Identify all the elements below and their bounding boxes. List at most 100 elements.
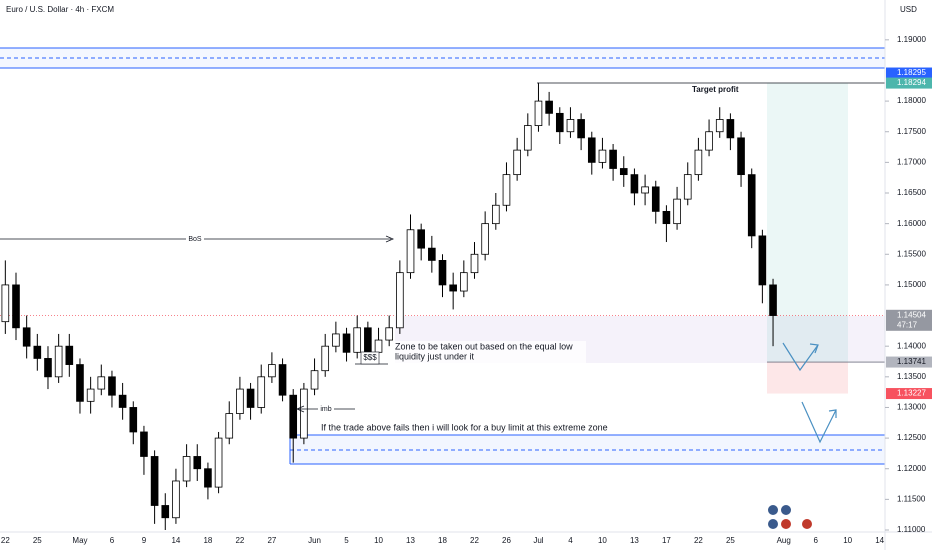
candle-body [172,480,180,519]
candle-body [12,284,20,329]
x-tick-label: 10 [843,536,852,545]
candle-body [182,456,191,482]
imb-label: imb [320,406,331,413]
candle-body [406,229,415,274]
candle-body [1,284,10,323]
candle-body [705,131,713,151]
candle-body [555,112,564,133]
target-label: Target profit [692,85,739,94]
candle-body [449,284,457,292]
candle-body [76,364,84,402]
candle-body [619,168,628,176]
candle-body [534,100,543,127]
chart-title: Euro / U.S. Dollar · 4h · FXCM [6,5,114,14]
price-axis [885,0,932,550]
candle-body [353,327,362,353]
x-tick-label: 14 [875,536,884,545]
candle-body [769,284,777,316]
candle-body [385,327,393,341]
x-tick-label: 22 [470,536,479,545]
candle-body [204,468,212,488]
y-tick-label: 1.15000 [897,280,926,289]
candle-body [108,376,116,396]
candle-body [726,119,735,139]
arrow-head [295,405,305,413]
y-tick-label: 1.11500 [897,494,926,503]
y-tick-label: 1.19000 [897,35,926,44]
candle-body [321,345,330,372]
candle-body [502,174,511,206]
profit-zone [767,83,848,363]
candle-body [428,247,436,261]
zone-text: liquidity just under it [395,351,475,361]
candle-body [630,174,639,194]
candle-body [33,345,42,359]
candle-body [683,174,692,200]
y-tick-label: 1.12000 [897,464,926,473]
candle-body [523,125,532,151]
x-tick-label: 22 [694,536,703,545]
candle-body [609,149,617,169]
candle-body [598,149,607,163]
x-tick-label: 13 [406,536,415,545]
candle-body [492,204,500,225]
x-tick-label: Aug [777,536,791,545]
candle-body [396,272,404,329]
candle-body [236,388,244,414]
candle-body [715,119,724,133]
y-tick-label: 1.14000 [897,341,926,350]
price-tag-label: 1.18294 [897,78,926,87]
label-bg [360,351,380,365]
price-tag [886,309,932,331]
candle-body [214,437,223,488]
x-tick-label: 6 [110,536,115,545]
x-tick-label: 25 [726,536,735,545]
projection-arrow [782,342,819,372]
candle-body [140,431,148,457]
x-tick-label: 14 [171,536,180,545]
fallback-text: If the trade above fails then i will loo… [321,422,608,432]
zone-text: Zone to be taken out based on the equal … [395,341,573,351]
x-tick-label: 18 [203,536,212,545]
candle-body [545,100,553,114]
arrow-head [828,409,837,418]
x-tick-label: Jul [533,536,543,545]
y-tick-label: 1.16500 [897,188,926,197]
x-tick-label: 25 [33,536,42,545]
y-tick-label: 1.17500 [897,127,926,136]
x-tick-label: 4 [568,536,573,545]
candle-body [342,333,351,353]
candle-body [641,186,649,194]
candle-body [300,388,308,439]
candle-body [193,456,202,470]
x-tick-label: 9 [142,536,147,545]
candle-body [86,388,95,402]
x-tick-label: Jun [308,536,321,545]
candle-body [737,137,745,176]
label-bg [186,233,204,245]
candle-body [438,260,447,286]
currency: USD [900,5,917,14]
x-tick-label: 18 [438,536,447,545]
candle-body [460,272,468,292]
candle-body [268,364,276,378]
candle-body [257,376,266,408]
candle-body [65,345,74,365]
x-tick-label: 5 [344,536,349,545]
y-tick-label: 1.13500 [897,372,926,381]
candle-body [118,394,127,408]
x-tick-label: 6 [813,536,818,545]
y-tick-label: 1.18000 [897,96,926,105]
candle-body [332,333,340,347]
arrow-head [385,235,395,243]
price-tag-label: 1.18295 [897,68,926,77]
price-tag [886,77,932,89]
price-tag-label: 1.13741 [897,357,926,366]
candle-body [694,149,703,176]
price-tag [886,356,932,368]
projection-arrow [801,401,837,444]
x-tick-label: May [72,536,87,545]
candle-body [225,413,234,439]
candle-body [566,119,575,133]
